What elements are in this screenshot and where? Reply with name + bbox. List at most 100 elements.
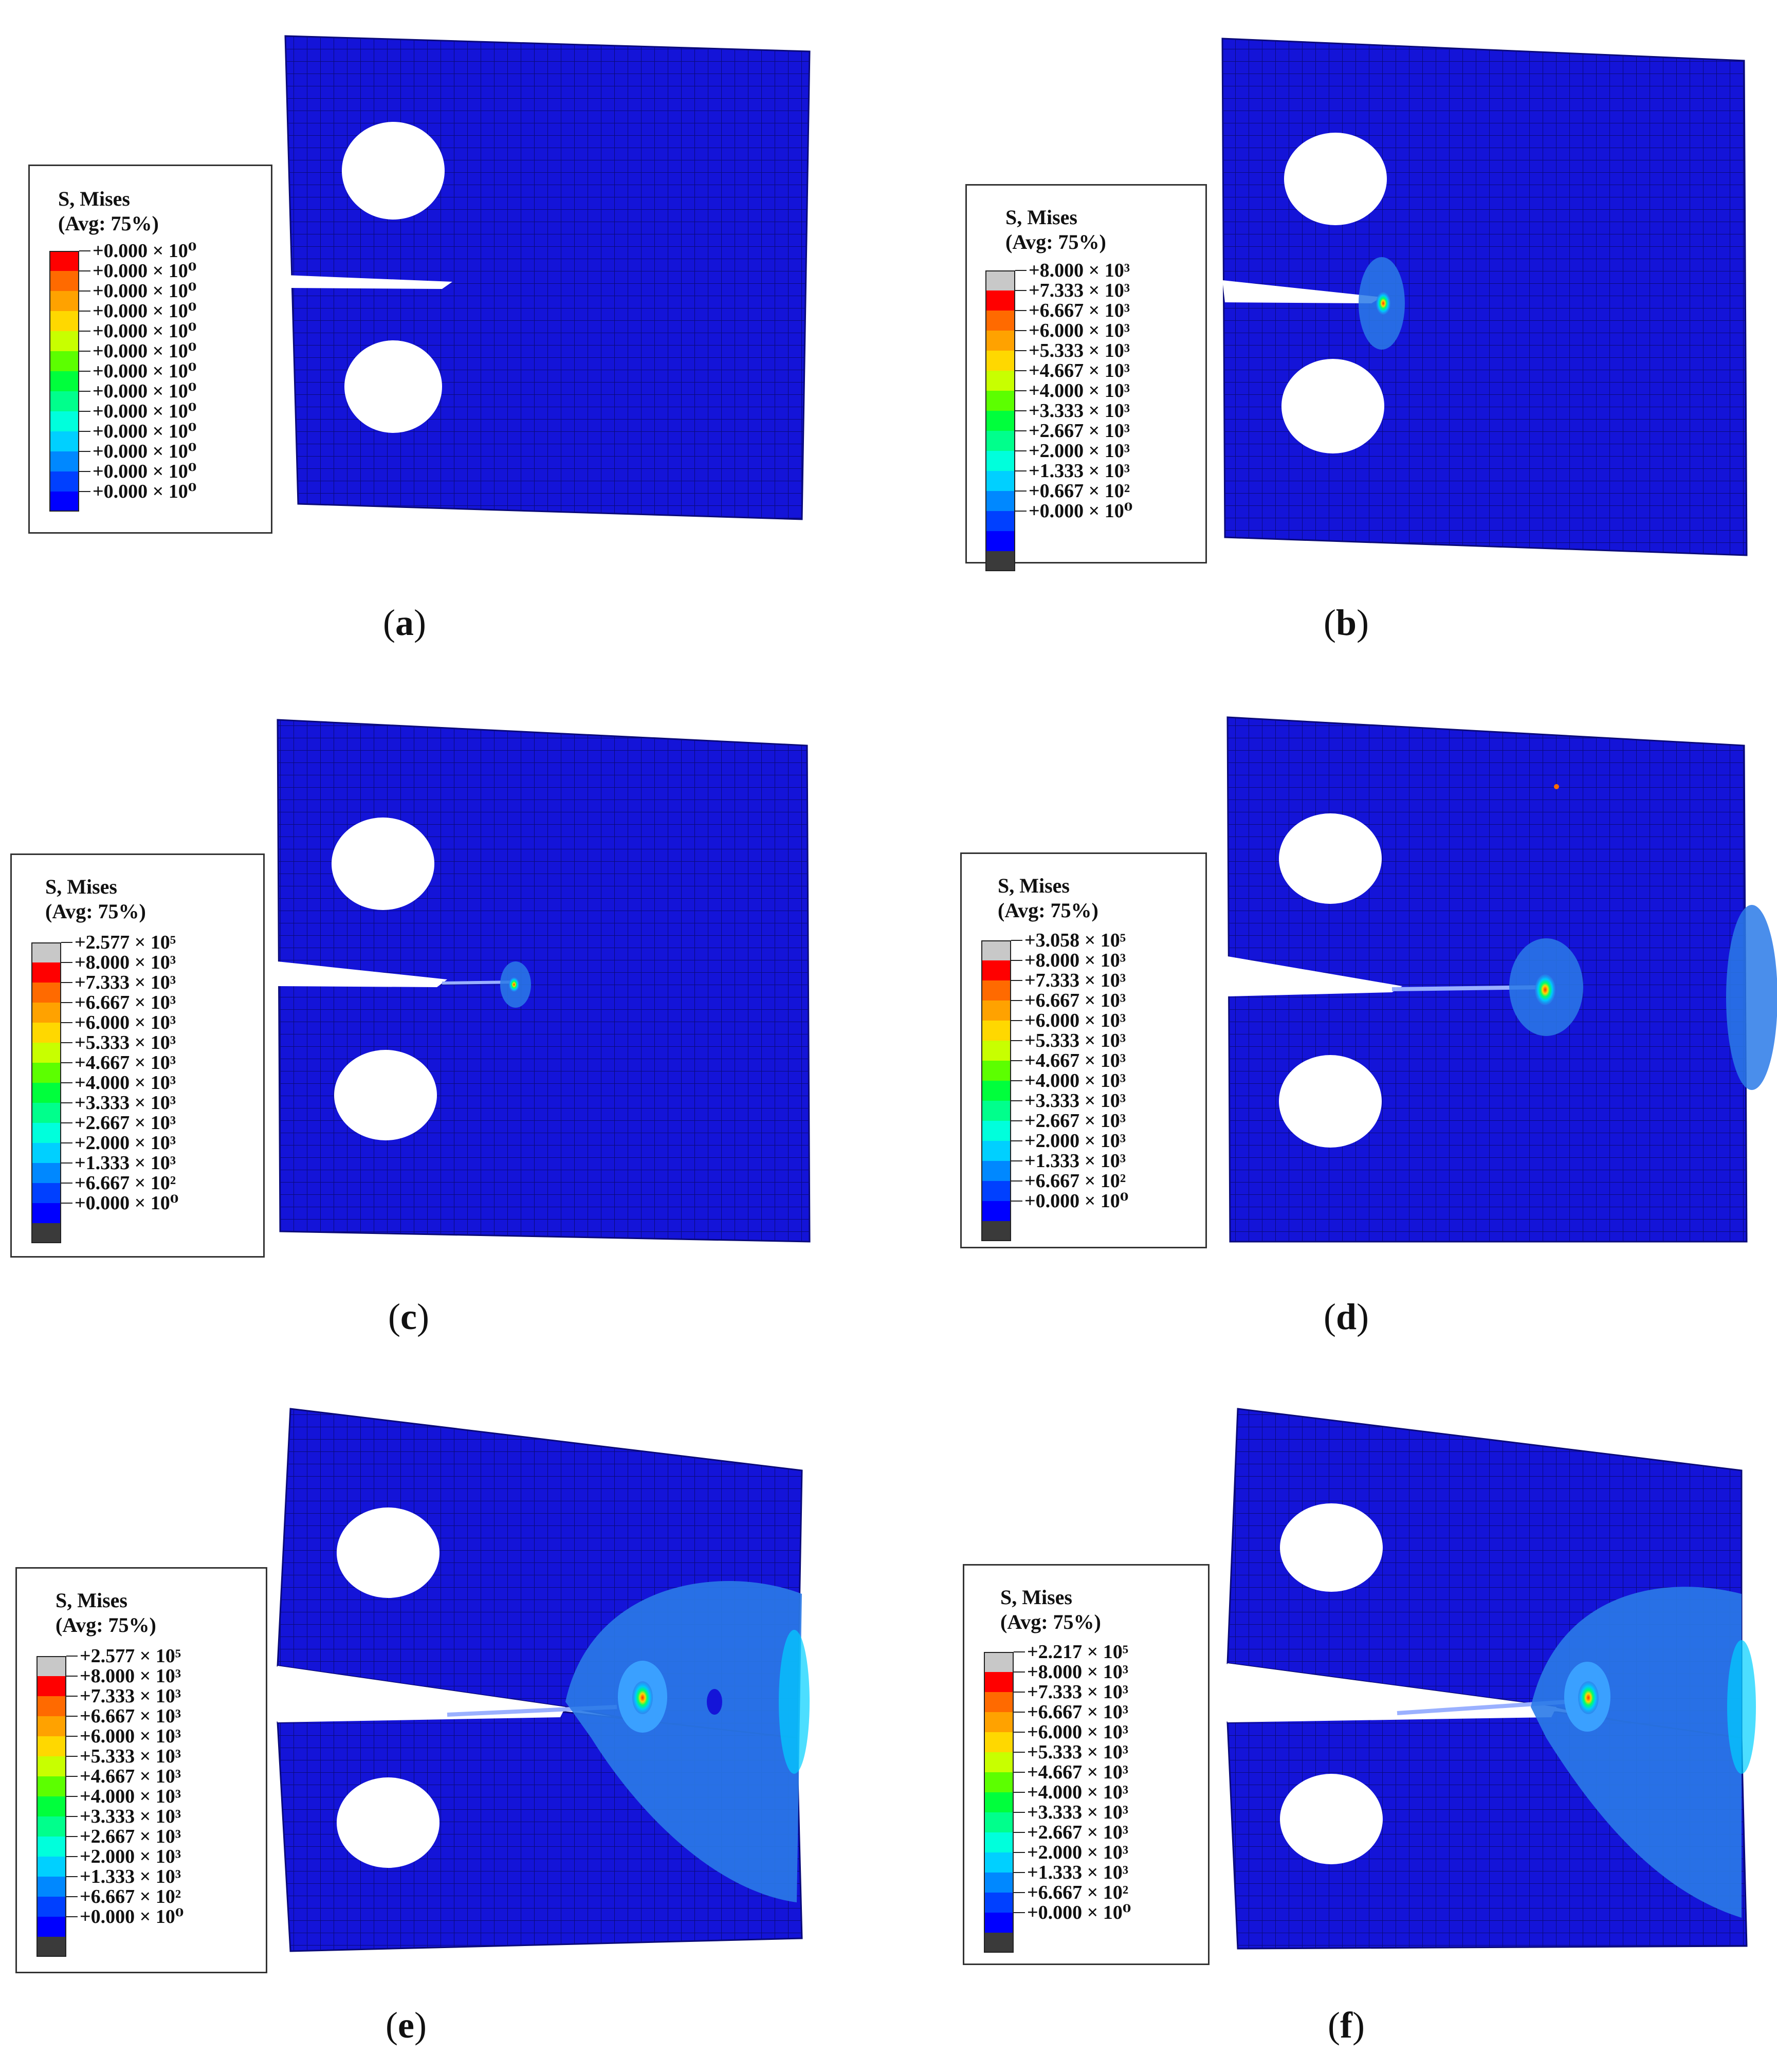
legend-swatch <box>985 431 1015 451</box>
legend-tick <box>61 1022 72 1023</box>
legend-swatch <box>49 251 79 271</box>
legend-tick <box>61 1142 72 1143</box>
caption-a: (a) <box>383 602 426 643</box>
legend-swatch <box>36 1696 66 1716</box>
legend-f: S, Mises (Avg: 75%) +2.217 × 10⁵ +8.000 ×… <box>963 1564 1210 1965</box>
legend-tick <box>1011 1040 1022 1041</box>
legend-tick <box>1014 1671 1025 1673</box>
legend-tick <box>1011 1180 1022 1182</box>
legend-swatch <box>985 391 1015 411</box>
fea-model-f <box>1226 1408 1756 1950</box>
legend-swatch <box>985 270 1015 290</box>
legend-tick <box>79 311 90 312</box>
legend-tick <box>1014 1712 1025 1713</box>
legend-tick <box>1015 270 1027 271</box>
legend-swatch <box>985 471 1015 491</box>
legend-value: +6.000 × 10³ <box>1027 1721 1129 1743</box>
legend-tick <box>1011 1140 1022 1141</box>
legend-tick <box>66 1816 78 1817</box>
legend-value: +0.000 × 10⁰ <box>75 1192 179 1214</box>
legend-tick <box>66 1756 78 1757</box>
legend-value: +0.000 × 10⁰ <box>93 481 197 502</box>
legend-tick <box>1011 1201 1022 1202</box>
legend-value: +0.000 × 10⁰ <box>93 461 197 482</box>
legend-value: +1.333 × 10³ <box>1027 1862 1129 1883</box>
legend-value: +1.333 × 10³ <box>80 1866 181 1887</box>
legend-value: +2.667 × 10³ <box>75 1112 176 1134</box>
legend-tick <box>66 1696 78 1697</box>
legend-value: +0.000 × 10⁰ <box>93 441 197 462</box>
legend-value: +0.000 × 10⁰ <box>93 340 197 362</box>
legend-swatch <box>36 1656 66 1676</box>
legend-tick <box>66 1736 78 1737</box>
legend-swatch <box>984 1792 1014 1812</box>
legend-tick <box>79 431 90 432</box>
legend-tick <box>79 250 90 251</box>
fea-model-e <box>277 1408 810 1952</box>
legend-tick <box>1015 310 1027 311</box>
legend-subtitle: (Avg: 75%) <box>56 1613 156 1637</box>
legend-value: +0.000 × 10⁰ <box>93 260 197 282</box>
legend-tick <box>1014 1812 1025 1813</box>
legend-value: +6.000 × 10³ <box>80 1725 181 1747</box>
legend-tick <box>79 270 90 271</box>
legend-swatch <box>49 492 79 512</box>
legend-value: +6.667 × 10³ <box>1029 300 1130 321</box>
legend-swatch <box>981 1101 1011 1121</box>
legend-swatch <box>981 980 1011 1001</box>
legend-tick <box>1015 470 1027 471</box>
legend-value: +4.000 × 10³ <box>75 1072 176 1094</box>
legend-tick <box>66 1776 78 1777</box>
legend-value: +5.333 × 10³ <box>1024 1030 1126 1051</box>
legend-tick <box>61 1203 72 1204</box>
legend-swatch <box>981 1081 1011 1101</box>
legend-tick <box>1015 390 1027 391</box>
panel-e: S, Mises (Avg: 75%) +2.577 × 10⁵ +8.000 ×… <box>0 1378 888 2072</box>
legend-value: +0.667 × 10² <box>1029 480 1130 502</box>
legend-value: +4.000 × 10³ <box>1024 1070 1126 1092</box>
legend-tick <box>1015 430 1027 431</box>
legend-swatch <box>49 371 79 391</box>
legend-tick <box>1011 980 1022 981</box>
legend-tick <box>61 1102 72 1103</box>
legend-value: +0.000 × 10⁰ <box>93 320 197 342</box>
legend-tick <box>79 391 90 392</box>
legend-tick <box>1011 1000 1022 1001</box>
legend-value: +2.667 × 10³ <box>80 1826 181 1847</box>
legend-value: +3.333 × 10³ <box>1024 1090 1126 1112</box>
legend-tick <box>66 1876 78 1877</box>
legend-tick <box>1011 1100 1022 1101</box>
legend-value: +0.000 × 10⁰ <box>93 401 197 422</box>
legend-value: +3.333 × 10³ <box>80 1806 181 1827</box>
legend-tick <box>79 331 90 332</box>
legend-tick <box>61 1082 72 1083</box>
panel-d: S, Mises (Avg: 75%) +3.058 × 10⁵ +8.000 ×… <box>888 689 1777 1378</box>
legend-value: +4.000 × 10³ <box>80 1786 181 1807</box>
legend-subtitle: (Avg: 75%) <box>45 900 146 923</box>
legend-swatch <box>985 311 1015 331</box>
legend-swatch <box>36 1937 66 1957</box>
legend-value: +4.667 × 10³ <box>80 1766 181 1787</box>
legend-tick <box>79 351 90 352</box>
legend-value: +2.577 × 10⁵ <box>80 1645 181 1667</box>
legend-swatch <box>36 1857 66 1877</box>
legend-tick <box>1015 511 1027 512</box>
legend-tick <box>1011 1160 1022 1161</box>
legend-swatch <box>984 1652 1014 1672</box>
legend-swatch <box>49 431 79 451</box>
legend-title: S, Mises <box>1005 206 1077 229</box>
legend-value: +1.333 × 10³ <box>75 1152 176 1174</box>
legend-value: +4.667 × 10³ <box>1029 360 1130 381</box>
legend-tick <box>1014 1692 1025 1693</box>
legend-swatch <box>31 1083 61 1103</box>
legend-tick <box>1014 1832 1025 1833</box>
legend-value: +0.000 × 10⁰ <box>1027 1902 1131 1923</box>
legend-swatch <box>981 1181 1011 1201</box>
legend-value: +0.000 × 10⁰ <box>1029 500 1133 522</box>
legend-value: +6.667 × 10³ <box>75 992 176 1013</box>
legend-swatch <box>981 1121 1011 1141</box>
legend-value: +3.333 × 10³ <box>1029 400 1130 422</box>
legend-value: +6.667 × 10² <box>1024 1170 1126 1192</box>
legend-value: +8.000 × 10³ <box>80 1665 181 1687</box>
legend-swatch <box>49 471 79 492</box>
